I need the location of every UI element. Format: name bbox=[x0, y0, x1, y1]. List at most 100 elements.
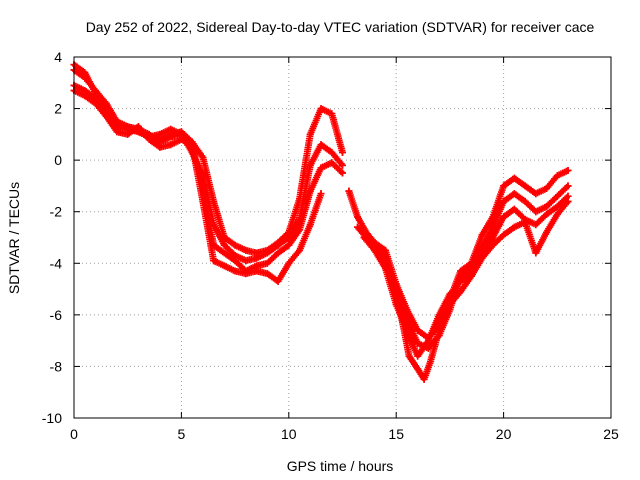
data-point bbox=[253, 254, 261, 262]
y-tick-label: -10 bbox=[42, 410, 62, 426]
data-point bbox=[405, 352, 413, 360]
data-point bbox=[220, 249, 228, 257]
data-point bbox=[414, 365, 422, 373]
data-point bbox=[274, 249, 282, 257]
data-point bbox=[220, 262, 228, 270]
x-tick-label: 10 bbox=[281, 426, 297, 442]
data-point bbox=[242, 257, 250, 265]
data-point bbox=[167, 125, 175, 133]
x-tick-label: 25 bbox=[603, 426, 619, 442]
data-point bbox=[91, 99, 99, 107]
y-tick-label: 0 bbox=[54, 152, 62, 168]
data-point bbox=[285, 259, 293, 267]
data-point bbox=[564, 182, 572, 190]
data-point bbox=[199, 154, 207, 162]
data-point bbox=[446, 301, 454, 309]
x-tick-label: 0 bbox=[70, 426, 78, 442]
data-point bbox=[306, 221, 314, 229]
data-point bbox=[145, 136, 153, 144]
data-point bbox=[435, 326, 443, 334]
data-point bbox=[399, 319, 407, 327]
data-point bbox=[532, 208, 540, 216]
data-point bbox=[317, 164, 325, 172]
data-point bbox=[457, 288, 465, 296]
data-point bbox=[263, 249, 271, 257]
data-point bbox=[306, 161, 314, 169]
data-point bbox=[500, 231, 508, 239]
data-point bbox=[124, 123, 132, 131]
data-point bbox=[156, 130, 164, 138]
data-point bbox=[564, 197, 572, 205]
data-point bbox=[478, 254, 486, 262]
data-point bbox=[177, 136, 185, 144]
x-tick-label: 15 bbox=[388, 426, 404, 442]
data-point bbox=[199, 197, 207, 205]
data-point bbox=[510, 205, 518, 213]
data-point bbox=[156, 143, 164, 151]
data-point bbox=[543, 185, 551, 193]
data-point bbox=[242, 270, 250, 278]
data-point bbox=[435, 311, 443, 319]
data-point bbox=[328, 110, 336, 118]
data-point bbox=[489, 223, 497, 231]
data-point bbox=[242, 246, 250, 254]
data-point bbox=[231, 241, 239, 249]
data-point bbox=[102, 99, 110, 107]
data-point bbox=[81, 92, 89, 100]
data-point bbox=[414, 326, 422, 334]
data-point bbox=[532, 190, 540, 198]
data-point bbox=[427, 357, 435, 365]
data-point bbox=[489, 234, 497, 241]
data-point bbox=[420, 375, 428, 383]
series-track-8 bbox=[392, 197, 572, 383]
x-tick-label: 5 bbox=[178, 426, 186, 442]
y-tick-label: 2 bbox=[54, 101, 62, 117]
data-point bbox=[553, 172, 561, 180]
data-point bbox=[510, 190, 518, 198]
data-point bbox=[188, 141, 196, 149]
data-point bbox=[543, 210, 551, 218]
data-point bbox=[500, 197, 508, 205]
data-point bbox=[360, 234, 368, 241]
y-axis-label: SDTVAR / TECUs bbox=[6, 182, 22, 294]
data-point bbox=[263, 259, 271, 267]
data-point bbox=[354, 213, 362, 221]
data-point bbox=[231, 257, 239, 265]
data-point bbox=[113, 120, 121, 128]
data-point bbox=[381, 264, 389, 272]
data-point bbox=[424, 337, 432, 345]
data-point bbox=[500, 213, 508, 221]
y-tick-label: 4 bbox=[54, 49, 62, 65]
data-point bbox=[296, 226, 304, 234]
data-point bbox=[381, 254, 389, 262]
y-tick-label: -4 bbox=[50, 255, 63, 271]
data-point bbox=[510, 223, 518, 231]
data-point bbox=[253, 267, 261, 275]
data-point bbox=[564, 166, 572, 174]
data-point bbox=[102, 112, 110, 120]
data-point bbox=[231, 267, 239, 275]
data-point bbox=[543, 203, 551, 211]
data-point bbox=[553, 203, 561, 211]
data-point bbox=[521, 197, 529, 205]
data-point bbox=[91, 87, 99, 95]
data-point bbox=[134, 123, 142, 131]
y-tick-label: -2 bbox=[50, 204, 63, 220]
chart-title: Day 252 of 2022, Sidereal Day-to-day VTE… bbox=[86, 19, 595, 35]
data-point bbox=[285, 234, 293, 241]
data-point bbox=[285, 241, 293, 249]
data-point bbox=[446, 290, 454, 298]
data-point bbox=[371, 246, 379, 254]
data-point bbox=[414, 339, 422, 347]
data-point bbox=[543, 228, 551, 236]
data-point bbox=[220, 241, 228, 249]
data-point bbox=[306, 130, 314, 138]
x-axis-label: GPS time / hours bbox=[287, 458, 394, 474]
data-point bbox=[274, 241, 282, 249]
data-point bbox=[167, 133, 175, 141]
data-point bbox=[339, 169, 346, 177]
data-point bbox=[339, 148, 346, 156]
data-point bbox=[167, 141, 175, 149]
tick-labels: 0 5 10 15 20 25 -10 -8 -6 -4 -2 0 2 4 bbox=[42, 49, 619, 442]
data-point bbox=[521, 218, 529, 226]
